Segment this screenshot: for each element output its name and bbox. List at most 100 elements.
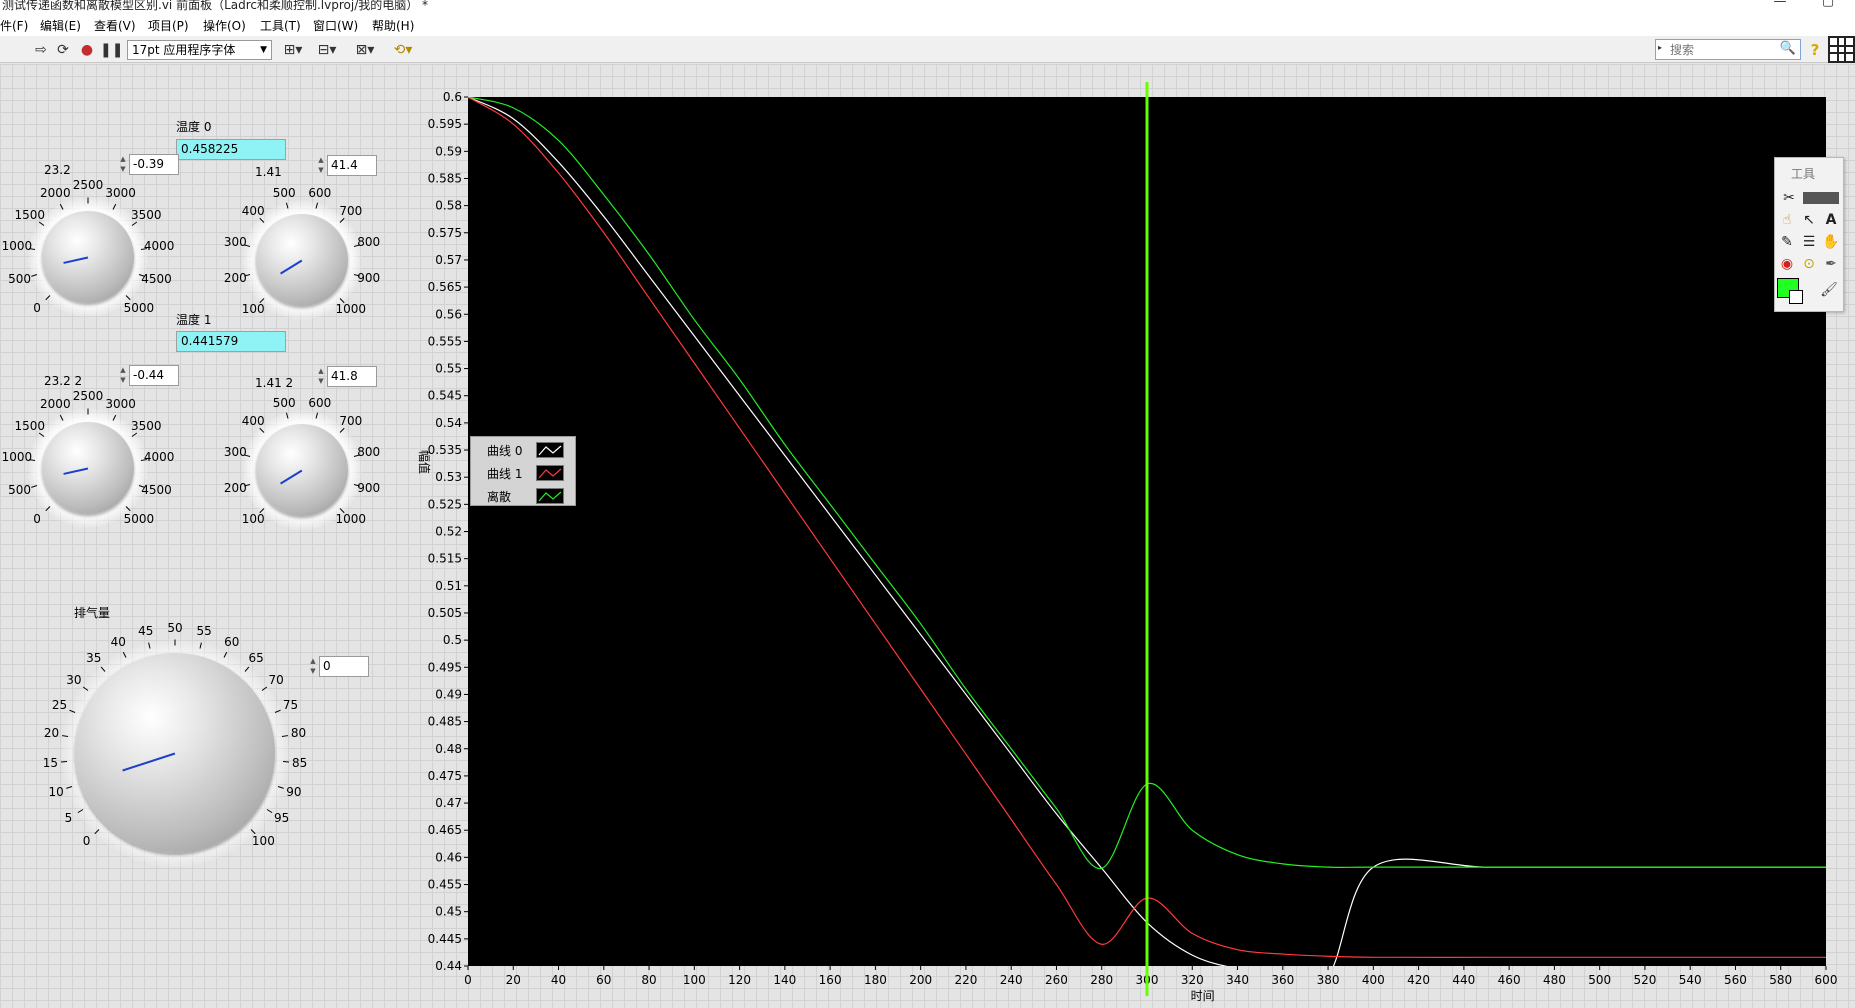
- label-tool-icon[interactable]: A: [1825, 212, 1837, 228]
- font-select[interactable]: 17pt 应用程序字体 ▼: [127, 40, 272, 60]
- paint-brush-icon[interactable]: 🖌: [1820, 282, 1838, 298]
- menu-tools[interactable]: 工具(T): [260, 19, 301, 33]
- spin-arrows-icon[interactable]: ▲ ▼: [310, 657, 316, 675]
- knob-body[interactable]: [256, 214, 348, 306]
- auto-tool-toggle[interactable]: [1803, 192, 1839, 204]
- x-tick-label: 520: [1633, 973, 1656, 987]
- abort-icon[interactable]: ●: [80, 42, 94, 58]
- knob-tick-label: 65: [248, 650, 264, 665]
- knob-4[interactable]: 100 200 300 400 500 600 700 800 900 1000: [213, 381, 391, 559]
- y-tick-label: 0.495: [428, 660, 462, 674]
- menu-project[interactable]: 项目(P): [148, 19, 189, 33]
- wiring-tool-icon[interactable]: ✎: [1781, 234, 1793, 250]
- knob-body[interactable]: [42, 211, 134, 303]
- legend-name-1: 曲线 1: [487, 467, 523, 481]
- resize-objects-icon[interactable]: ⊠▾: [355, 42, 375, 58]
- help-icon[interactable]: ?: [1810, 41, 1820, 59]
- knob2-label: 1.41: [255, 165, 282, 179]
- search-input[interactable]: [1670, 41, 1770, 58]
- knob-5[interactable]: 0 5 10 15 20 25 30 35 40 45 50 55 60 65 70 75 80 85 90 95 10…: [30, 608, 320, 898]
- y-tick-label: 0.44: [435, 959, 462, 973]
- knob-tick-label: 2000: [40, 185, 71, 200]
- y-tick-label: 0.53: [435, 470, 462, 484]
- knob-tick-label: 900: [357, 480, 381, 495]
- probe-icon[interactable]: ⊙: [1803, 256, 1815, 272]
- numeric-field-1[interactable]: -0.39: [129, 154, 179, 175]
- y-tick-label: 0.565: [428, 280, 462, 294]
- color-copy-icon[interactable]: ✒: [1825, 256, 1837, 272]
- numeric-field-4[interactable]: 41.8: [327, 366, 377, 387]
- legend-swatch-1[interactable]: [536, 465, 564, 481]
- knob-tick-label: 0: [33, 300, 41, 315]
- spin-arrows-icon[interactable]: ▲ ▼: [120, 155, 126, 173]
- align-objects-icon[interactable]: ⊞▾: [283, 42, 303, 58]
- menu-file[interactable]: 件(F): [0, 19, 29, 33]
- run-continuously-icon[interactable]: ⟳: [57, 42, 69, 58]
- x-tick-label: 60: [596, 973, 611, 987]
- knob-1[interactable]: 0 500 1000 1500 2000 2500 3000 3500 4000 4500 5000: [0, 165, 180, 349]
- spin-arrows-icon[interactable]: ▲ ▼: [318, 367, 324, 385]
- title-bar: 测试传递函数和离散模型区别.vi 前面板（Ladrc和柔顺控制.lvproj/我…: [0, 0, 1855, 14]
- x-tick-label: 160: [819, 973, 842, 987]
- knob-2[interactable]: 100 200 300 400 500 600 700 800 900 1000: [213, 171, 391, 349]
- knob-body[interactable]: [42, 422, 134, 514]
- knob-body[interactable]: [75, 653, 275, 853]
- y-tick-label: 0.5: [443, 633, 462, 647]
- menu-edit[interactable]: 编辑(E): [40, 19, 81, 33]
- legend-swatch-0[interactable]: [536, 442, 564, 458]
- knob-tick-label: 4000: [143, 238, 175, 253]
- legend-swatch-2[interactable]: [536, 488, 564, 504]
- y-tick-label: 0.455: [428, 878, 462, 892]
- search-box[interactable]: ▸ 🔍: [1655, 39, 1801, 60]
- x-tick-label: 40: [551, 973, 566, 987]
- x-tick-label: 500: [1588, 973, 1611, 987]
- position-tool-icon[interactable]: ↖: [1803, 212, 1815, 228]
- operate-hand-icon[interactable]: ☝: [1782, 212, 1792, 228]
- scroll-hand-icon[interactable]: ✋: [1822, 234, 1840, 250]
- legend-item-2[interactable]: 离散: [471, 485, 577, 507]
- x-tick-label: 20: [506, 973, 521, 987]
- numeric-field-5[interactable]: 0: [319, 656, 369, 677]
- temp0-label: 温度 0: [176, 120, 212, 134]
- reorder-icon[interactable]: ⟲▾: [393, 42, 413, 58]
- knob-tick-label: 3500: [130, 207, 162, 222]
- breakpoint-icon[interactable]: ◉: [1780, 256, 1794, 272]
- knob-tick-label: 5: [64, 811, 73, 826]
- maximize-button[interactable]: ▢: [1821, 0, 1835, 9]
- numeric-field-2[interactable]: 41.4: [327, 155, 377, 176]
- y-tick-label: 0.555: [428, 334, 462, 348]
- shortcut-menu-icon[interactable]: ☰: [1802, 234, 1816, 250]
- automatic-tool-icon[interactable]: ✂: [1783, 190, 1795, 206]
- spin-arrows-icon[interactable]: ▲ ▼: [318, 156, 324, 174]
- y-tick-label: 0.535: [428, 443, 462, 457]
- spin-arrows-icon[interactable]: ▲ ▼: [120, 366, 126, 384]
- background-color-swatch[interactable]: [1789, 290, 1803, 304]
- menu-view[interactable]: 查看(V): [94, 19, 136, 33]
- x-tick-label: 400: [1362, 973, 1385, 987]
- chart-legend[interactable]: 曲线 0 曲线 1 离散: [470, 436, 576, 506]
- chevron-down-icon: ▼: [260, 45, 267, 55]
- run-arrow-icon[interactable]: ⇨: [35, 42, 47, 58]
- distribute-objects-icon[interactable]: ⊟▾: [317, 42, 337, 58]
- numeric-field-3[interactable]: -0.44: [129, 365, 179, 386]
- menu-operate[interactable]: 操作(O): [203, 19, 246, 33]
- legend-item-0[interactable]: 曲线 0: [471, 439, 577, 461]
- menu-help[interactable]: 帮助(H): [372, 19, 415, 33]
- minimize-button[interactable]: —: [1773, 0, 1787, 9]
- y-tick-label: 0.585: [428, 171, 462, 185]
- knob-body[interactable]: [256, 424, 348, 516]
- connector-pane-icon[interactable]: [1828, 36, 1855, 63]
- knob-3[interactable]: 0 500 1000 1500 2000 2500 3000 3500 4000 4500 5000: [0, 376, 180, 560]
- knob-tick-label: 45: [138, 624, 154, 639]
- menu-window[interactable]: 窗口(W): [313, 19, 359, 33]
- knob-tick-label: 5000: [123, 300, 155, 315]
- knob-tick-label: 4000: [143, 449, 175, 464]
- knob5-label: 排气量: [74, 606, 111, 620]
- search-icon[interactable]: 🔍: [1779, 41, 1796, 56]
- tools-palette[interactable]: 工具 ✂ ☝ ↖ A ✎ ☰ ✋ ◉ ⊙ ✒ 🖌: [1774, 157, 1844, 312]
- knob-tick-label: 300: [223, 445, 247, 460]
- legend-item-1[interactable]: 曲线 1: [471, 462, 577, 484]
- knob-tick-label: 1500: [14, 418, 46, 433]
- x-tick-label: 360: [1271, 973, 1294, 987]
- pause-icon[interactable]: ❚❚: [100, 42, 124, 58]
